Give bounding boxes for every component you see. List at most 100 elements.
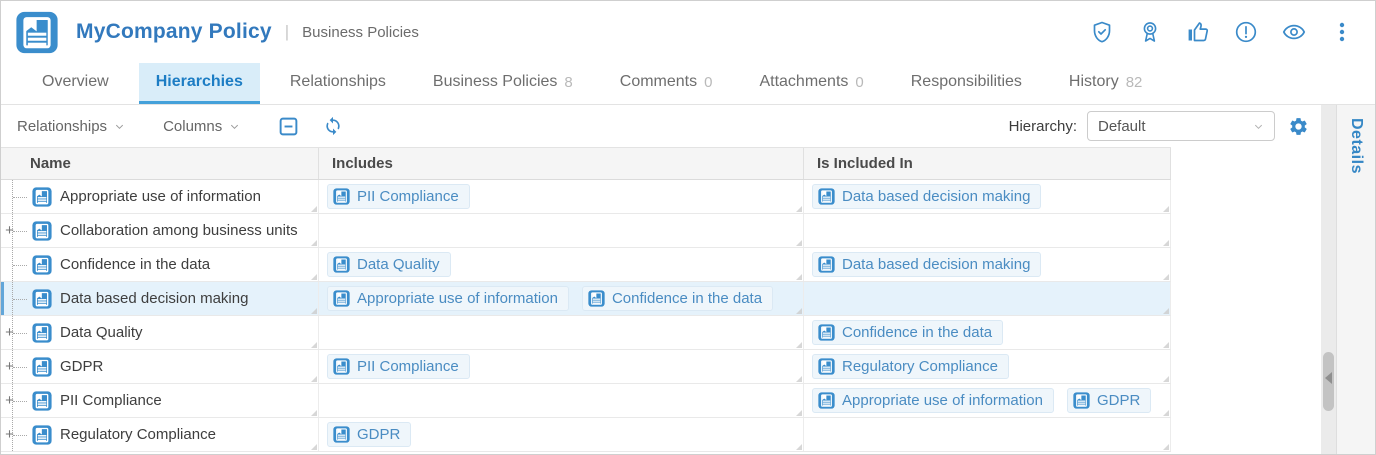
- alert-circle-icon[interactable]: [1233, 19, 1259, 45]
- tree-gutter: +: [1, 418, 32, 451]
- is-included-in-cell[interactable]: [804, 214, 1171, 247]
- is-included-in-cell[interactable]: Confidence in the data: [804, 316, 1171, 349]
- name-cell[interactable]: + GDPR: [1, 350, 319, 383]
- is-included-in-cell[interactable]: [804, 282, 1171, 315]
- award-ribbon-icon[interactable]: [1137, 19, 1163, 45]
- tree-expander[interactable]: +: [5, 391, 14, 409]
- content-area: Relationships Columns: [1, 105, 1375, 454]
- name-cell[interactable]: Confidence in the data: [1, 248, 319, 281]
- tab-attachments[interactable]: Attachments 0: [742, 63, 880, 104]
- is-included-in-cell[interactable]: Appropriate use of information GDPR: [804, 384, 1171, 417]
- name-cell[interactable]: + PII Compliance: [1, 384, 319, 417]
- column-header-name[interactable]: Name: [1, 148, 319, 179]
- name-cell[interactable]: + Collaboration among business units: [1, 214, 319, 247]
- details-panel: Details: [1336, 105, 1375, 454]
- tree-gutter: [1, 180, 32, 213]
- document-icon: [1073, 392, 1090, 409]
- asset-chip[interactable]: PII Compliance: [327, 184, 470, 209]
- asset-chip[interactable]: Appropriate use of information: [327, 286, 569, 311]
- refresh-icon[interactable]: [323, 116, 343, 136]
- asset-name: Confidence in the data: [60, 256, 211, 273]
- includes-cell[interactable]: [319, 214, 804, 247]
- asset-chip[interactable]: Data based decision making: [812, 252, 1042, 277]
- tab-hierarchies[interactable]: Hierarchies: [138, 63, 260, 104]
- asset-chip[interactable]: Data based decision making: [812, 184, 1042, 209]
- includes-cell[interactable]: [319, 384, 804, 417]
- asset-chip[interactable]: Data Quality: [327, 252, 451, 277]
- document-icon: [32, 357, 52, 377]
- table-row[interactable]: + PII Compliance Appropriate use of info…: [1, 384, 1171, 418]
- table-row[interactable]: Confidence in the data Data Quality Data…: [1, 248, 1171, 282]
- includes-cell[interactable]: PII Compliance: [319, 350, 804, 383]
- tab-responsibilities[interactable]: Responsibilities: [894, 63, 1039, 104]
- shield-check-icon[interactable]: [1089, 19, 1115, 45]
- asset-chip[interactable]: Regulatory Compliance: [812, 354, 1009, 379]
- document-icon: [32, 289, 52, 309]
- tab-count: 0: [704, 73, 713, 91]
- hierarchy-select[interactable]: Default: [1087, 111, 1275, 141]
- kebab-menu-icon[interactable]: [1329, 19, 1355, 45]
- table-row[interactable]: Appropriate use of information PII Compl…: [1, 180, 1171, 214]
- is-included-in-cell[interactable]: [804, 418, 1171, 451]
- is-included-in-cell[interactable]: Data based decision making: [804, 248, 1171, 281]
- name-cell[interactable]: Appropriate use of information: [1, 180, 319, 213]
- tree-expander[interactable]: +: [5, 425, 14, 443]
- vertical-scrollbar[interactable]: [1321, 105, 1336, 454]
- main-pane: Relationships Columns: [1, 105, 1321, 454]
- tree-gutter: +: [1, 350, 32, 383]
- tab-comments[interactable]: Comments 0: [603, 63, 730, 104]
- tree-expander[interactable]: +: [5, 323, 14, 341]
- is-included-in-cell[interactable]: Data based decision making: [804, 180, 1171, 213]
- document-icon: [32, 255, 52, 275]
- tree-expander[interactable]: +: [5, 221, 14, 239]
- asset-chip[interactable]: Confidence in the data: [812, 320, 1004, 345]
- tab-history[interactable]: History 82: [1052, 63, 1159, 104]
- asset-chip[interactable]: GDPR: [327, 422, 412, 447]
- chevron-down-icon: [231, 124, 239, 129]
- asset-chip[interactable]: Appropriate use of information: [812, 388, 1054, 413]
- asset-chip-label: PII Compliance: [357, 188, 459, 205]
- asset-chip-label: Appropriate use of information: [357, 290, 558, 307]
- hierarchy-selector-group: Hierarchy: Default: [1009, 111, 1309, 141]
- asset-chip[interactable]: Confidence in the data: [581, 286, 774, 311]
- thumbs-up-icon[interactable]: [1185, 19, 1211, 45]
- name-cell[interactable]: + Data Quality: [1, 316, 319, 349]
- header-actions: [1089, 19, 1355, 45]
- includes-cell[interactable]: Appropriate use of information Confidenc…: [319, 282, 804, 315]
- includes-cell[interactable]: PII Compliance: [319, 180, 804, 213]
- table-row[interactable]: + Data Quality Confidence in the data: [1, 316, 1171, 350]
- name-cell[interactable]: + Regulatory Compliance: [1, 418, 319, 451]
- eye-icon[interactable]: [1281, 19, 1307, 45]
- tab-label: Attachments: [759, 73, 849, 90]
- relationships-dropdown-label: Relationships: [17, 117, 108, 135]
- is-included-in-cell[interactable]: Regulatory Compliance: [804, 350, 1171, 383]
- tab-relationships[interactable]: Relationships: [273, 63, 403, 104]
- collapse-all-icon[interactable]: [278, 116, 299, 137]
- includes-cell[interactable]: [319, 316, 804, 349]
- relationships-dropdown[interactable]: Relationships: [17, 118, 125, 135]
- details-panel-tab[interactable]: Details: [1348, 118, 1365, 174]
- panel-collapse-arrow-icon[interactable]: [1325, 372, 1332, 384]
- hierarchy-toolbar: Relationships Columns: [1, 105, 1321, 147]
- table-row[interactable]: + Regulatory Compliance GDPR: [1, 418, 1171, 452]
- document-icon: [333, 426, 350, 443]
- includes-cell[interactable]: Data Quality: [319, 248, 804, 281]
- name-cell[interactable]: Data based decision making: [1, 282, 319, 315]
- asset-chip[interactable]: GDPR: [1066, 388, 1152, 413]
- column-header-includes[interactable]: Includes: [319, 148, 804, 179]
- table-row[interactable]: + Collaboration among business units: [1, 214, 1171, 248]
- includes-cell[interactable]: GDPR: [319, 418, 804, 451]
- table-row[interactable]: Data based decision making Appropriate u…: [1, 282, 1171, 316]
- tree-expander[interactable]: +: [5, 357, 14, 375]
- chevron-down-icon: [1254, 124, 1263, 129]
- header: MyCompany Policy | Business Policies: [1, 1, 1375, 63]
- tab-business-policies[interactable]: Business Policies 8: [416, 63, 590, 104]
- columns-dropdown[interactable]: Columns: [163, 118, 240, 135]
- asset-chip[interactable]: PII Compliance: [327, 354, 470, 379]
- table-row[interactable]: + GDPR PII Compliance Regulatory Complia…: [1, 350, 1171, 384]
- column-header-is-included-in[interactable]: Is Included In: [804, 148, 1171, 179]
- asset-chip-label: GDPR: [357, 426, 401, 443]
- tab-overview[interactable]: Overview: [25, 63, 126, 104]
- gear-icon[interactable]: [1288, 116, 1309, 137]
- tab-label: Overview: [42, 73, 109, 90]
